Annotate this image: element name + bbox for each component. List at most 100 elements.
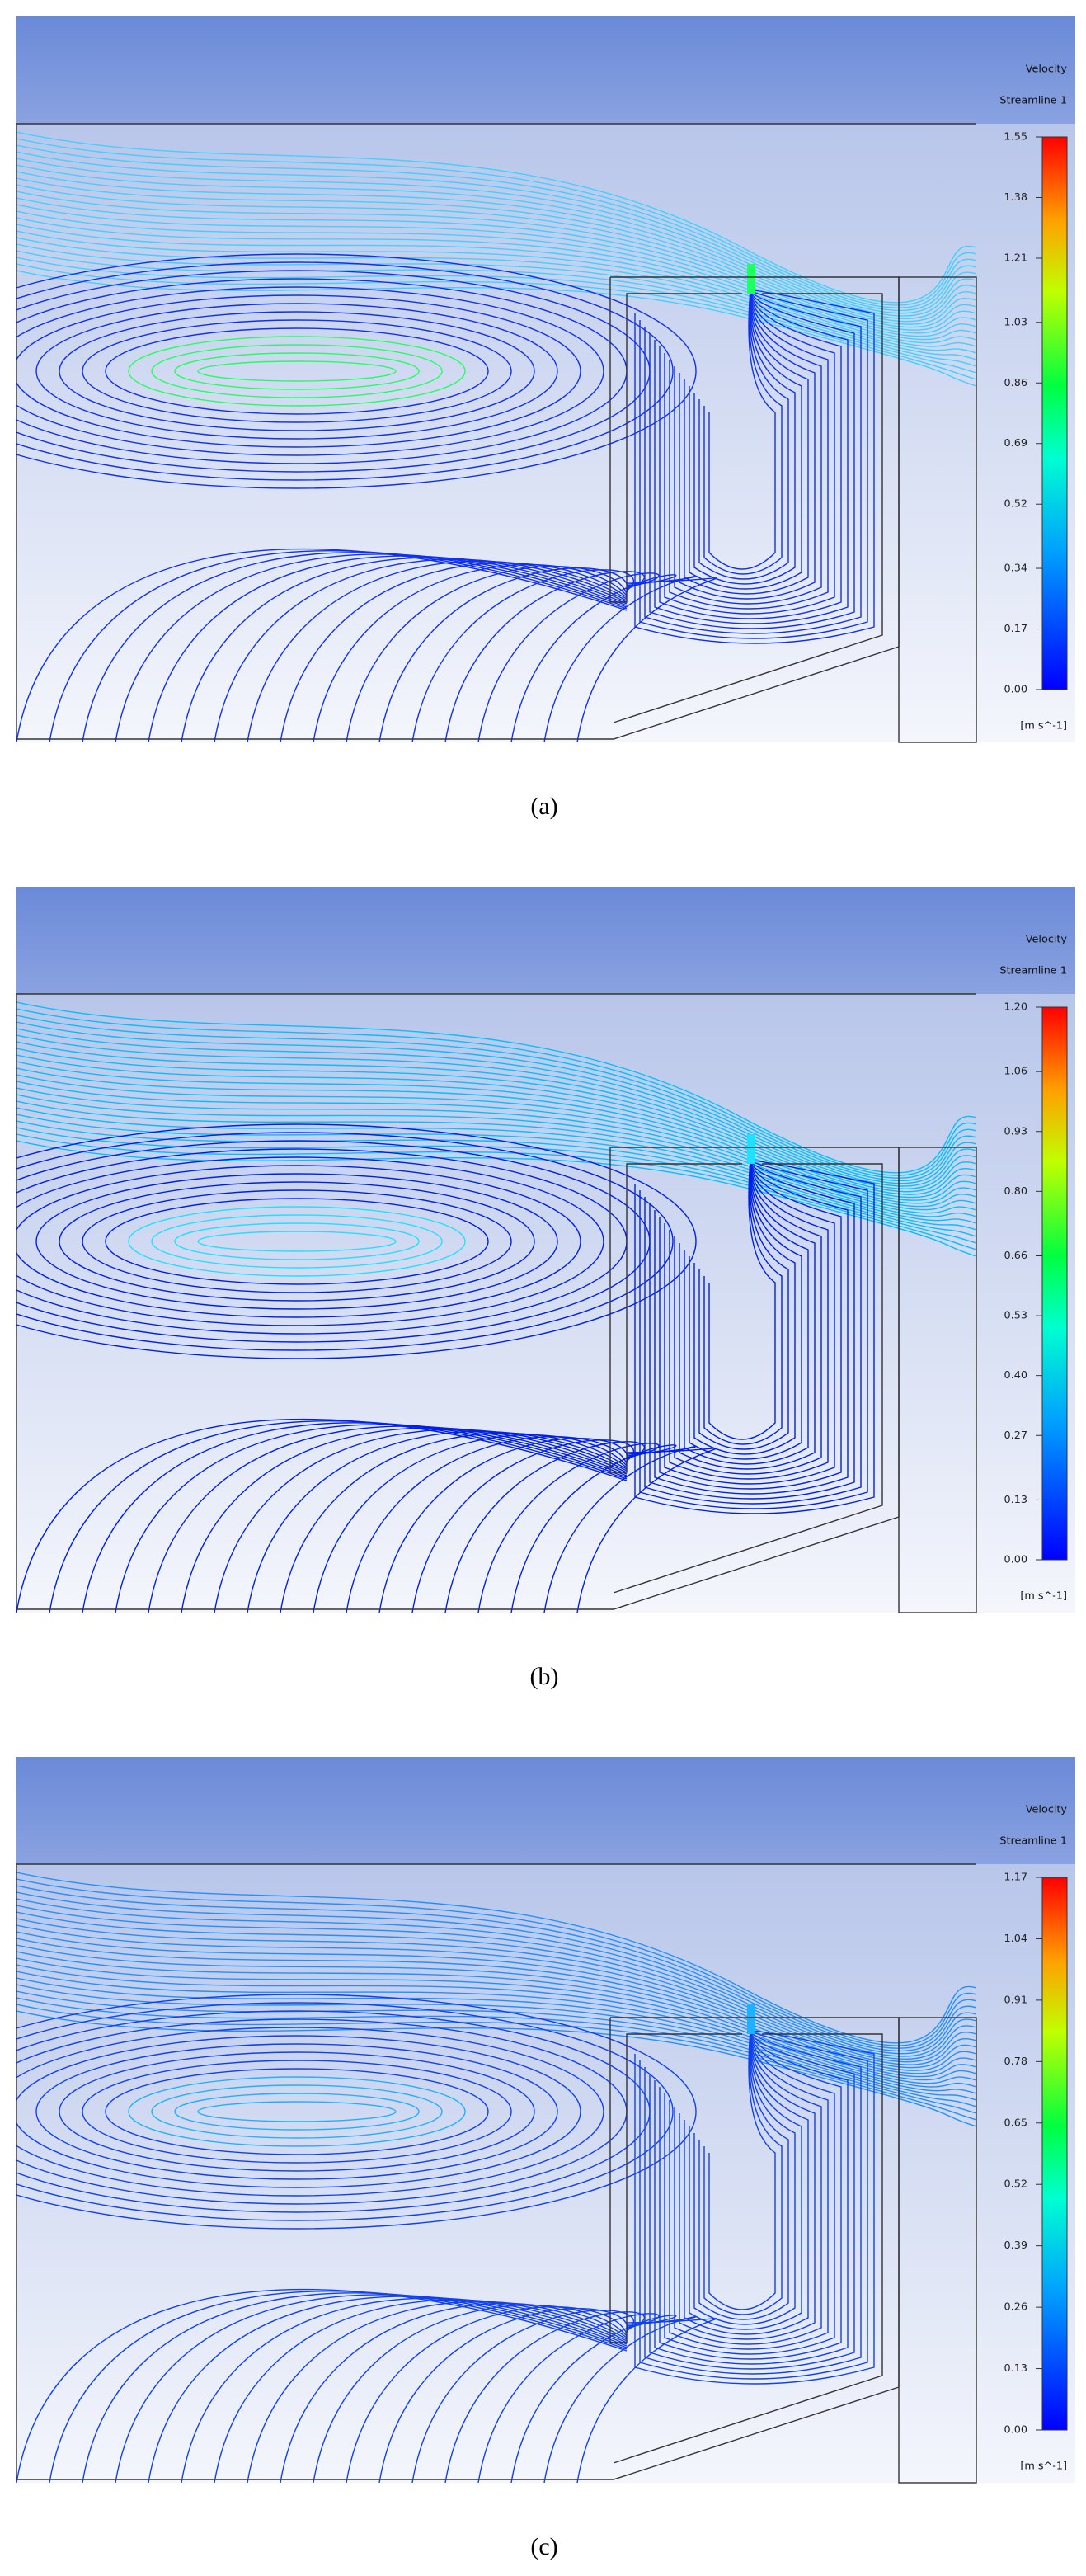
streamline	[411, 569, 634, 742]
streamline	[16, 164, 976, 317]
streamline	[16, 261, 674, 481]
streamline	[649, 290, 855, 629]
streamline	[16, 1924, 976, 2065]
streamline	[679, 1160, 816, 1470]
streamline	[16, 1931, 976, 2069]
streamline	[679, 290, 816, 600]
streamline	[576, 577, 718, 742]
streamline	[703, 290, 783, 575]
streamline	[16, 1054, 976, 1195]
streamline	[16, 1021, 976, 1182]
streamline	[411, 1439, 634, 1613]
streamline	[698, 1160, 789, 1450]
streamline	[659, 1160, 842, 1490]
effluent-channel	[898, 1147, 977, 1613]
streamline	[411, 2310, 634, 2483]
streamline	[664, 1160, 835, 1485]
colorbar-subtitle: Streamline 1	[999, 965, 1067, 977]
streamline	[59, 2051, 535, 2172]
streamline	[543, 2316, 697, 2483]
streamline	[16, 237, 976, 354]
streamline	[247, 1430, 628, 1613]
streamline	[82, 319, 512, 423]
streamline	[16, 250, 976, 367]
streamline	[674, 2030, 822, 2345]
colorbar-unit: [m s^-1]	[1020, 2461, 1067, 2473]
streamline	[644, 2030, 862, 2375]
streamline	[16, 1120, 976, 1237]
streamline	[35, 303, 558, 440]
streamline	[16, 1944, 976, 2074]
streamline	[105, 1198, 489, 1285]
streamline	[59, 311, 535, 431]
jet	[747, 2004, 755, 2034]
streamline	[16, 2004, 976, 2121]
streamline	[684, 290, 809, 595]
streamline	[644, 290, 862, 634]
streamline	[128, 336, 466, 407]
colorbar-tick-label: 0.17	[1004, 623, 1028, 635]
streamline	[16, 144, 976, 308]
streamline	[16, 210, 976, 337]
colorbar-unit: [m s^-1]	[1020, 1590, 1067, 1603]
jet	[747, 264, 755, 294]
colorbar-tick-label: 0.80	[1004, 1185, 1028, 1198]
streamline	[693, 290, 796, 585]
colorbar-tick-label: 0.00	[1004, 2424, 1028, 2437]
streamline	[674, 1160, 822, 1475]
streamline	[151, 1214, 443, 1269]
colorbar-tick-label: 1.17	[1004, 1872, 1028, 1884]
colorbar-tick-label: 1.21	[1004, 252, 1028, 264]
streamline	[16, 197, 976, 331]
streamline	[576, 2318, 718, 2483]
streamline	[247, 560, 628, 742]
streamline	[16, 1100, 976, 1217]
streamline	[49, 550, 628, 742]
streamline	[16, 2002, 674, 2221]
streamline	[16, 549, 628, 742]
colorbar-tick-label: 0.26	[1004, 2301, 1028, 2314]
streamline	[346, 1436, 628, 1613]
streamline	[148, 555, 628, 742]
streamline	[16, 2027, 604, 2197]
colorbar-subtitle: Streamline 1	[999, 1835, 1067, 1848]
colorbar-tick-label: 0.13	[1004, 1494, 1028, 1506]
panel-caption: (b)	[530, 1663, 559, 1690]
streamline	[16, 151, 976, 312]
streamline	[35, 2043, 558, 2180]
streamline	[16, 1156, 604, 1326]
panel: Velocity Streamline 1 0.00 0.13 0.26 0.39 0.52…	[16, 1757, 1075, 2560]
streamline	[151, 2084, 443, 2139]
streamline	[654, 290, 849, 624]
streamline	[16, 1885, 976, 2049]
streamline	[16, 1127, 976, 1244]
streamline	[181, 1427, 628, 1613]
streamline	[49, 2291, 628, 2483]
colorbar-tick-label: 0.53	[1004, 1310, 1028, 1322]
effluent-channel	[898, 276, 977, 743]
colorbar-tick-label: 1.20	[1004, 1001, 1028, 1014]
colorbar-tick-label: 1.06	[1004, 1066, 1028, 1078]
streamline	[214, 2299, 628, 2483]
streamline	[59, 1181, 535, 1302]
colorbar-tick-label: 0.66	[1004, 1250, 1028, 1262]
streamline	[639, 290, 868, 639]
streamline	[16, 263, 976, 380]
streamline	[16, 1015, 976, 1179]
streamline	[16, 1997, 976, 2114]
streamline	[115, 553, 628, 742]
streamline	[16, 1087, 976, 1211]
streamline	[115, 1424, 628, 1613]
streamline	[16, 1419, 628, 1613]
streamline	[477, 1443, 660, 1613]
colorbar-tick-label: 0.00	[1004, 684, 1028, 696]
panel-caption: (a)	[530, 793, 557, 820]
streamline	[82, 2060, 512, 2164]
colorbar-tick-label: 1.04	[1004, 1933, 1028, 1945]
header-band	[16, 16, 1075, 124]
jet	[747, 1134, 755, 1164]
streamline	[16, 1081, 976, 1208]
streamline	[659, 290, 842, 619]
streamline	[16, 257, 976, 374]
colorbar-tick-label: 0.27	[1004, 1429, 1028, 1442]
